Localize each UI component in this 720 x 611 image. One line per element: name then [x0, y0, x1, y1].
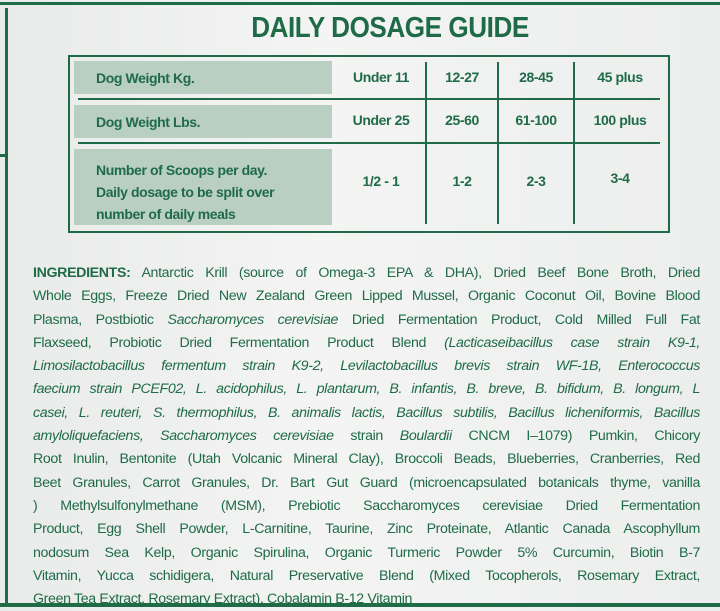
row-header-scoops: Number of Scoops per day. Daily dosage t…: [74, 149, 332, 225]
ingredients-segment: strain: [333, 428, 400, 445]
scoops-label-line: number of daily meals: [96, 206, 236, 222]
cell-lbs-2: 25-60: [445, 112, 479, 128]
row-divider: [78, 142, 660, 144]
ingredients-segment: Beet Granules, Carrot Granules, Dr. Bart…: [33, 474, 700, 491]
ingredients-segment: Root Inulin, Bentonite (Utah Volcanic Mi…: [33, 451, 700, 468]
cell-lbs-4: 100 plus: [593, 112, 647, 128]
ingredients-line: Flaxseed, Probiotic Dried Fermentation P…: [33, 332, 700, 355]
ingredients-line: Green Tea Extract, Rosemary Extract), Co…: [33, 588, 700, 611]
ingredients-line: Limosilactobacillus fermentum strain K9-…: [33, 355, 700, 378]
ingredients-line: INGREDIENTS: Antarctic Krill (source of …: [33, 262, 700, 285]
row-divider: [78, 98, 660, 100]
frame-border-bottom: [0, 603, 720, 607]
ingredients-segment: Antarctic Krill (source of Omega-3 EPA &…: [130, 265, 700, 281]
page-title: DAILY DOSAGE GUIDE: [251, 12, 529, 44]
cell-scoops-1: 1/2 - 1: [362, 173, 400, 189]
frame-border-left: [5, 8, 8, 607]
column-divider: [425, 62, 427, 224]
cell-scoops-4: 3-4: [610, 170, 630, 186]
cell-kg-1: Under 11: [353, 69, 409, 85]
ingredients-line: Plasma, Postbiotic Saccharomyces cerevis…: [33, 309, 700, 332]
column-divider: [573, 62, 575, 224]
ingredients-line: ) Methylsulfonylmethane (MSM), Prebiotic…: [33, 495, 700, 518]
cell-kg-2: 12-27: [445, 69, 479, 85]
ingredients-segment: Boulardii: [399, 428, 452, 445]
frame-tick: [0, 154, 6, 157]
ingredients-segment: Dried Fermentation Product, Cold Milled …: [338, 311, 701, 328]
row-header-weight-lbs: Dog Weight Lbs.: [74, 105, 332, 138]
ingredients-line: Root Inulin, Bentonite (Utah Volcanic Mi…: [33, 448, 700, 471]
ingredients-line: nodosum Sea Kelp, Organic Spirulina, Org…: [33, 542, 700, 565]
ingredients-line: Whole Eggs, Freeze Dried New Zealand Gre…: [33, 285, 700, 308]
cell-kg-4: 45 plus: [597, 69, 643, 85]
ingredients-segment: Saccharomyces cerevisiae: [167, 311, 339, 328]
cell-lbs-3: 61-100: [515, 112, 557, 128]
ingredients-line: Beet Granules, Carrot Granules, Dr. Bart…: [33, 472, 700, 495]
ingredients-segment: ) Methylsulfonylmethane (MSM), Prebiotic…: [33, 497, 700, 514]
cell-scoops-2: 1-2: [452, 173, 472, 189]
ingredients-segment: Whole Eggs, Freeze Dried New Zealand Gre…: [33, 288, 700, 305]
ingredients-segment: Vitamin, Yucca schidigera, Natural Prese…: [33, 567, 700, 584]
ingredients-segment: Green Tea Extract, Rosemary Extract), Co…: [33, 591, 413, 608]
ingredients-segment: Plasma, Postbiotic: [33, 311, 168, 328]
ingredients-segment: (Lacticaseibacillus case strain K9-1,: [444, 334, 700, 351]
ingredients-segment: amyloliquefaciens, Saccharomyces cerevis…: [33, 428, 334, 445]
ingredients-segment: nodosum Sea Kelp, Organic Spirulina, Org…: [33, 544, 700, 561]
ingredients-segment: Flaxseed, Probiotic Dried Fermentation P…: [33, 334, 445, 351]
ingredients-segment: faecium strain PCEF02, L. acidophilus, L…: [33, 381, 700, 398]
ingredients-line: Product, Egg Shell Powder, L-Carnitine, …: [33, 518, 700, 541]
ingredients-line: amyloliquefaciens, Saccharomyces cerevis…: [33, 425, 700, 448]
frame-border-top: [0, 2, 720, 5]
cell-kg-3: 28-45: [519, 69, 553, 85]
ingredients-line: casei, L. reuteri, S. thermophilus, B. a…: [33, 402, 700, 425]
ingredients-segment: CNCM I–1079) Pumkin, Chicory: [451, 428, 701, 445]
row-header-weight-kg: Dog Weight Kg.: [74, 61, 332, 94]
ingredients-segment: Product, Egg Shell Powder, L-Carnitine, …: [33, 521, 700, 538]
column-divider: [497, 62, 499, 224]
dosage-table: Dog Weight Kg. Dog Weight Lbs. Number of…: [68, 55, 670, 233]
scoops-label-line: Number of Scoops per day.: [96, 162, 267, 178]
ingredients-heading: INGREDIENTS:: [33, 265, 131, 281]
ingredients-segment: casei, L. reuteri, S. thermophilus, B. a…: [33, 404, 700, 421]
cell-lbs-1: Under 25: [352, 112, 410, 128]
ingredients-line: faecium strain PCEF02, L. acidophilus, L…: [33, 378, 700, 401]
ingredients-segment: Limosilactobacillus fermentum strain K9-…: [33, 358, 700, 375]
cell-scoops-3: 2-3: [526, 173, 546, 189]
scoops-label-line: Daily dosage to be split over: [96, 184, 275, 200]
ingredients-line: Vitamin, Yucca schidigera, Natural Prese…: [33, 565, 700, 588]
ingredients-text: INGREDIENTS: Antarctic Krill (source of …: [33, 262, 700, 611]
